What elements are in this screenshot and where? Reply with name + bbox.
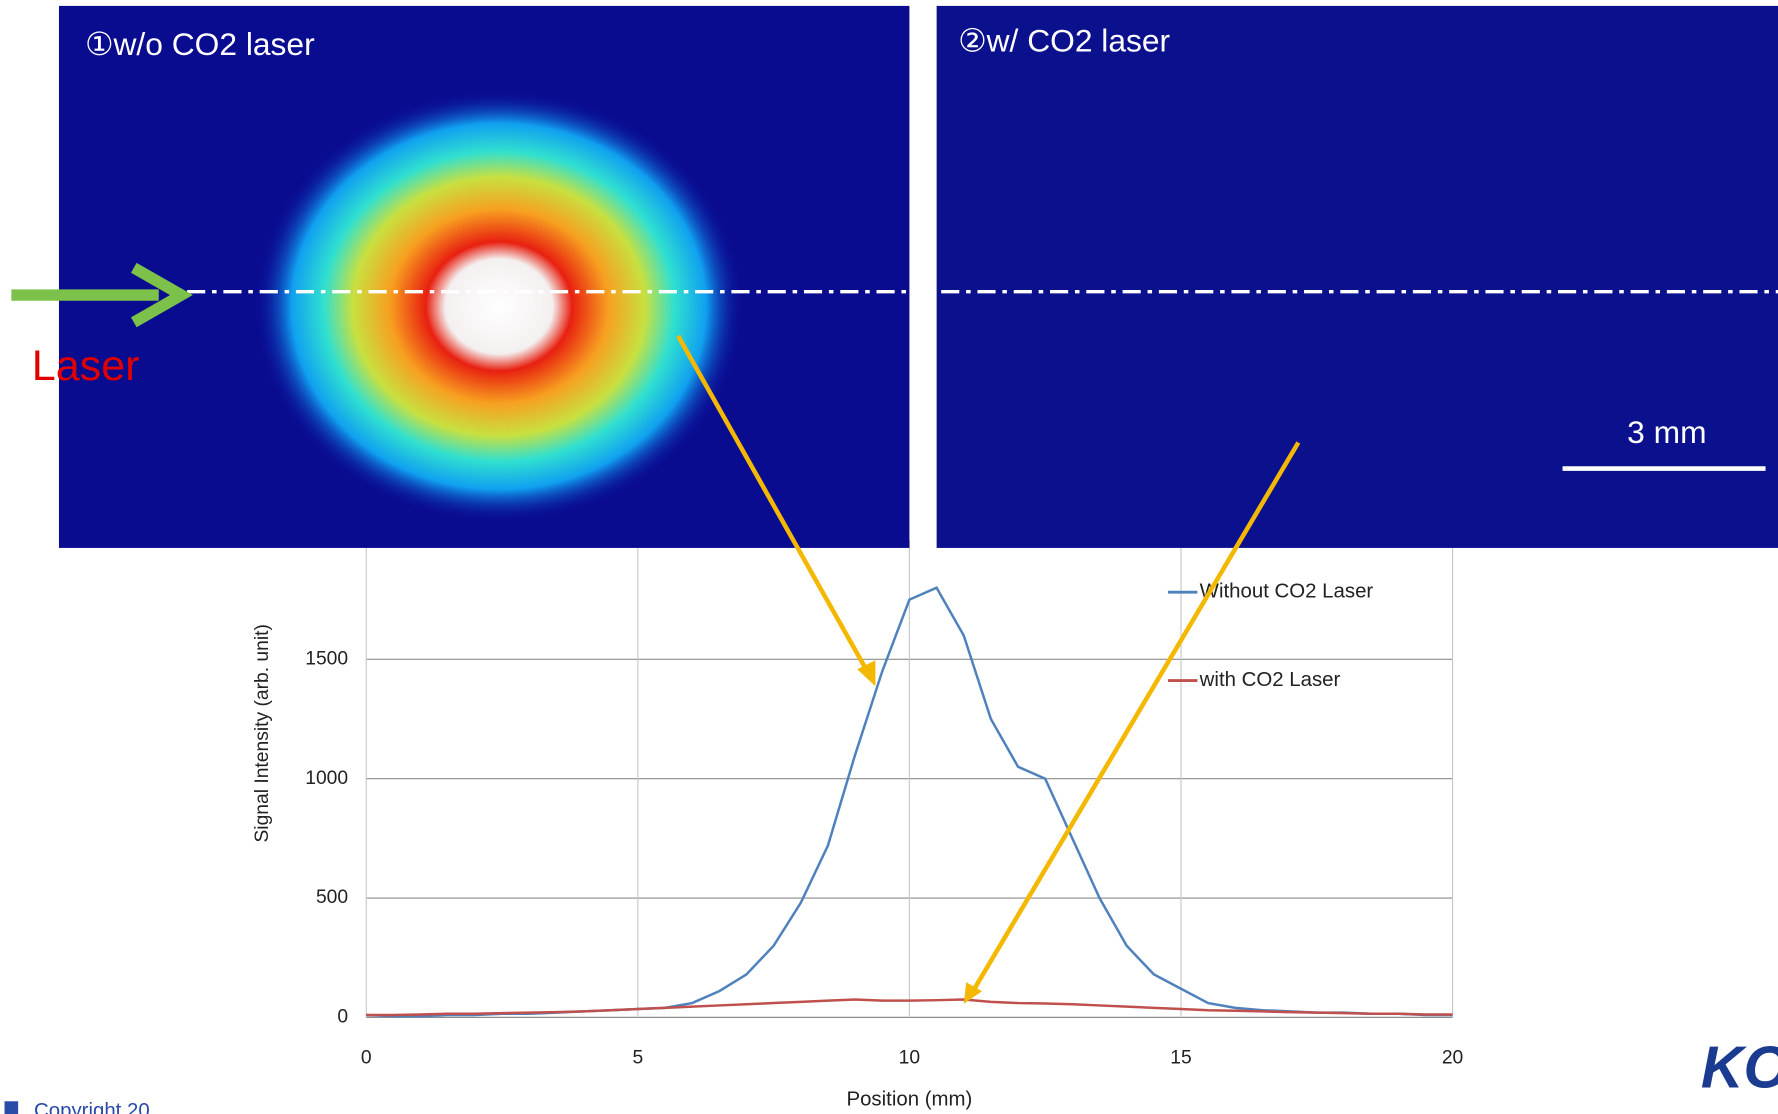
legend-label: Without CO2 Laser bbox=[1200, 581, 1374, 603]
image-label: ①w/o CO2 laser bbox=[85, 26, 315, 62]
legend-label: with CO2 Laser bbox=[1199, 669, 1341, 691]
y-tick-label: 1000 bbox=[305, 768, 348, 789]
images: ①w/o CO2 laser ②w/ CO2 laser 3 mm Laser bbox=[11, 5, 1778, 1004]
x-tick-label: 10 bbox=[899, 1047, 920, 1068]
pointer-arrow bbox=[970, 441, 1301, 993]
x-tick-label: 15 bbox=[1170, 1047, 1191, 1068]
laser-label: Laser bbox=[32, 342, 140, 390]
data-line bbox=[366, 998, 1453, 1017]
pointer-arrow bbox=[676, 334, 871, 675]
scale-label: 3 mm bbox=[1627, 414, 1706, 450]
chart: 0 500 1000 1500 0 5 10 15 20 Position (mm) Signal … bbox=[252, 539, 1463, 1111]
logo: KOMATS bbox=[1701, 1035, 1778, 1100]
y-axis-label: Signal Intensity (arb. unit) bbox=[252, 624, 273, 842]
y-tick-label: 1500 bbox=[305, 648, 348, 669]
heat-spot bbox=[255, 90, 743, 522]
x-tick-label: 0 bbox=[361, 1047, 372, 1068]
right-image bbox=[936, 5, 1778, 548]
laser-arrowhead bbox=[130, 262, 193, 328]
copyright: Copyright 20 bbox=[34, 1100, 150, 1114]
bullet bbox=[4, 1101, 19, 1114]
image-label: ②w/ CO2 laser bbox=[958, 23, 1170, 59]
y-tick-label: 0 bbox=[337, 1006, 348, 1027]
x-tick-label: 20 bbox=[1442, 1047, 1463, 1068]
x-axis-label: Position (mm) bbox=[846, 1089, 972, 1111]
pointer-arrowhead bbox=[963, 982, 982, 1004]
x-tick-label: 5 bbox=[632, 1047, 643, 1068]
y-tick-label: 500 bbox=[316, 887, 348, 908]
pointer-arrowhead bbox=[857, 660, 876, 687]
